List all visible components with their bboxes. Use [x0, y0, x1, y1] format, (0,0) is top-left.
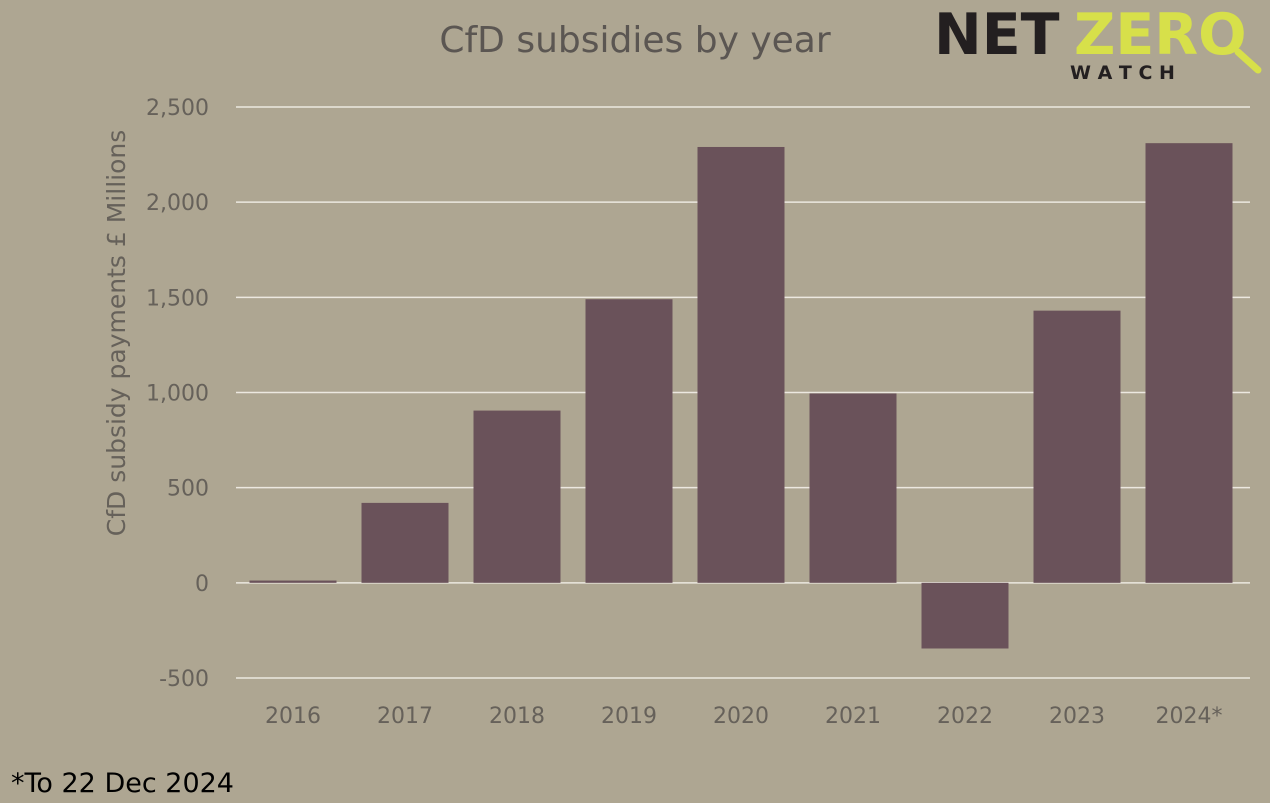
y-axis-tick-labels: 2,500 2,000 1,500 1,000 500 0 -500 — [146, 96, 209, 692]
x-tick-label: 2018 — [489, 704, 545, 729]
bar-2021 — [809, 393, 897, 583]
bar-2020 — [697, 146, 785, 583]
bar-2024 — [1145, 143, 1233, 583]
x-axis-tick-labels: 2016 2017 2018 2019 2020 2021 2022 2023 2024* — [265, 704, 1223, 729]
chart-title: CfD subsidies by year — [439, 20, 830, 61]
y-tick-label: 500 — [167, 477, 209, 502]
bar-2017 — [361, 502, 449, 583]
y-tick-label: 1,500 — [146, 286, 209, 311]
bar-2016 — [249, 580, 337, 583]
magnifier-handle-icon — [1234, 48, 1262, 74]
y-tick-label: -500 — [159, 667, 209, 692]
bar-2019 — [585, 299, 673, 583]
x-tick-label: 2016 — [265, 704, 321, 729]
netzero-watch-logo: NET ZERO W A T C H — [934, 2, 1262, 84]
x-tick-label: 2019 — [601, 704, 657, 729]
x-tick-label: 2017 — [377, 704, 433, 729]
y-tick-label: 2,500 — [146, 96, 209, 121]
y-tick-label: 1,000 — [146, 382, 209, 407]
x-tick-label: 2022 — [937, 704, 993, 729]
logo-word-net: NET — [934, 2, 1060, 68]
bar-2022 — [921, 582, 1009, 649]
bar-2018 — [473, 410, 561, 583]
x-tick-label: 2021 — [825, 704, 881, 729]
y-tick-label: 0 — [195, 572, 209, 597]
footnote: *To 22 Dec 2024 — [11, 768, 234, 799]
bars — [249, 143, 1233, 649]
x-tick-label: 2020 — [713, 704, 769, 729]
logo-word-zero: ZERO — [1074, 2, 1247, 68]
bar-2023 — [1033, 310, 1121, 583]
y-tick-label: 2,000 — [146, 191, 209, 216]
logo-word-watch: W A T C H — [1070, 62, 1175, 84]
x-tick-label: 2024* — [1156, 704, 1223, 729]
y-axis-title: CfD subsidy payments £ Millions — [102, 130, 131, 536]
x-tick-label: 2023 — [1049, 704, 1105, 729]
